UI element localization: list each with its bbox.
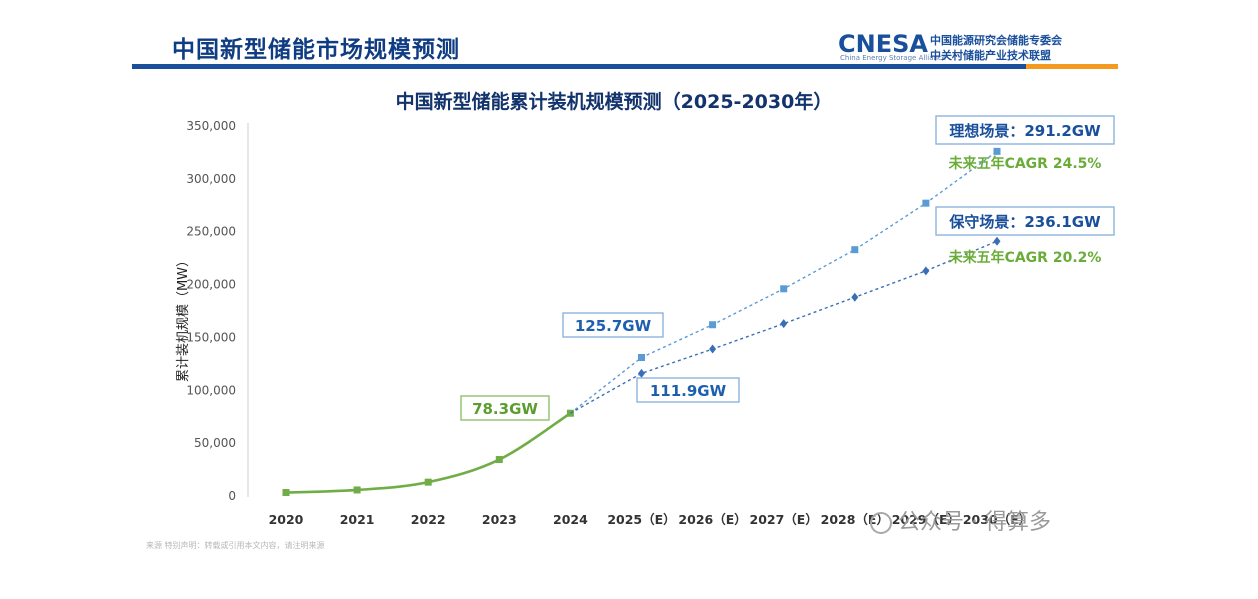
wechat-icon	[870, 512, 892, 534]
annotation-hist-2024-text: 78.3GW	[472, 400, 538, 418]
data-point-history	[353, 486, 361, 494]
annotation-ideal-2030-text: 理想场景：291.2GW	[949, 122, 1101, 140]
y-tick-label: 100,000	[186, 383, 236, 397]
x-tick-label: 2021	[340, 512, 375, 527]
data-point-ideal	[851, 246, 859, 254]
data-point-history	[495, 456, 503, 464]
x-tick-label: 2029（E）	[892, 512, 960, 527]
y-ticks: 0 50,000 100,000 150,000 200,000 250,000 300,0…	[186, 119, 236, 503]
data-point-ideal	[993, 147, 1001, 155]
data-point-history	[424, 478, 432, 486]
data-point-conservative	[638, 368, 645, 378]
annotation-cons-2025-text: 111.9GW	[650, 382, 727, 400]
data-point-conservative	[993, 236, 1001, 246]
series-layer	[282, 147, 1001, 497]
y-tick-label: 300,000	[186, 172, 236, 186]
logo-subtitle: China Energy Storage Alliance	[840, 54, 947, 62]
data-point-ideal	[780, 285, 788, 293]
series-line-ideal	[569, 150, 998, 414]
x-tick-label: 2027（E）	[750, 512, 818, 527]
wechat-watermark: 公众号 · 得算多	[870, 504, 1051, 536]
data-point-ideal	[638, 354, 645, 362]
logo-line-1: 中国能源研究会储能专委会	[930, 34, 1062, 47]
cnesa-logo: CNESA China Energy Storage Alliance 中国能源…	[838, 30, 1088, 64]
annotation-ideal-2030: 理想场景：291.2GW	[935, 115, 1115, 145]
footnote: 来源 特别声明：转载或引用本文内容，请注明来源	[146, 541, 325, 550]
wechat-watermark-text: 公众号 · 得算多	[898, 510, 1051, 535]
y-tick-label: 200,000	[186, 278, 236, 292]
data-point-ideal	[922, 199, 930, 207]
x-tick-label: 2025（E）	[607, 512, 675, 527]
annotation-cons-2030: 保守场景：236.1GW	[935, 206, 1115, 236]
x-tick-label: 2024	[553, 512, 588, 527]
y-tick-label: 150,000	[186, 330, 236, 344]
data-point-ideal	[709, 321, 717, 329]
y-tick-label: 0	[228, 489, 236, 503]
x-tick-label: 2026（E）	[678, 512, 746, 527]
annotation-cons-2025: 111.9GW	[636, 377, 740, 403]
annotation-ideal-2025: 125.7GW	[562, 312, 664, 338]
page-title: 中国新型储能市场规模预测	[172, 37, 460, 63]
x-tick-label: 2030（E）	[963, 512, 1031, 527]
data-point-history	[282, 489, 290, 497]
y-tick-label: 50,000	[194, 436, 236, 450]
data-point-conservative	[780, 319, 788, 329]
x-tick-label: 2020	[269, 512, 304, 527]
cons-cagr-text: 未来五年CAGR 20.2%	[949, 249, 1102, 266]
y-axis-label: 累计装机规模（MW）	[176, 254, 191, 382]
data-point-conservative	[922, 266, 930, 276]
data-point-conservative	[851, 292, 859, 302]
header-divider-orange	[1026, 64, 1118, 69]
logo-word: CNESA	[838, 30, 928, 58]
y-tick-label: 350,000	[186, 119, 236, 133]
y-tick-label: 250,000	[186, 225, 236, 239]
logo-line-2: 中关村储能产业技术联盟	[930, 49, 1051, 62]
x-tick-label: 2022	[411, 512, 446, 527]
annotation-hist-2024: 78.3GW	[460, 395, 550, 421]
header-divider-blue	[132, 64, 1026, 69]
data-point-conservative	[709, 344, 717, 354]
chart-title: 中国新型储能累计装机规模预测（2025-2030年）	[396, 90, 833, 113]
annotation-cons-2030-text: 保守场景：236.1GW	[948, 213, 1101, 231]
ideal-cagr-text: 未来五年CAGR 24.5%	[949, 155, 1102, 172]
x-tick-label: 2023	[482, 512, 517, 527]
annotation-ideal-2025-text: 125.7GW	[575, 317, 652, 335]
